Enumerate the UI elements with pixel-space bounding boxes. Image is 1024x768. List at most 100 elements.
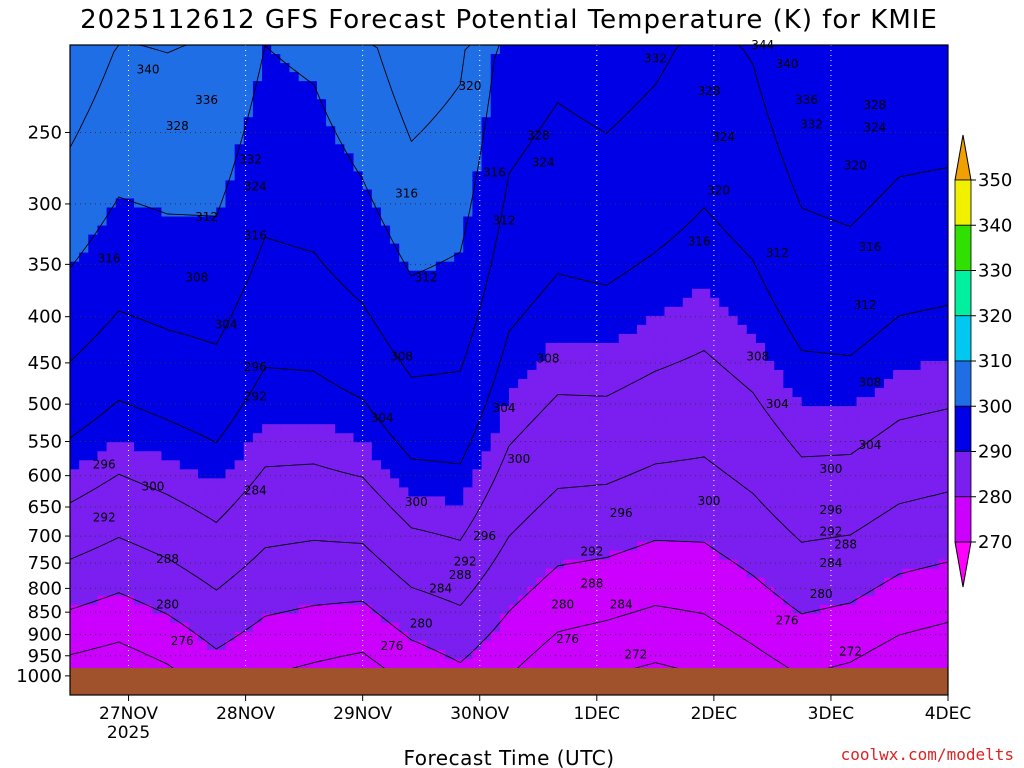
theta-cell [472,496,483,507]
theta-cell [399,568,409,579]
theta-cell [362,261,373,272]
theta-cell [344,658,355,669]
theta-cell [280,108,291,118]
theta-cell [161,333,172,344]
theta-cell [106,550,117,561]
theta-cell [481,442,492,452]
theta-cell [216,595,227,606]
theta-cell [390,532,400,543]
theta-cell [682,595,693,606]
theta-cell [362,568,373,579]
theta-cell [481,379,492,389]
theta-cell [646,99,656,109]
theta-cell [527,261,538,272]
theta-cell [637,469,647,479]
theta-cell [179,306,190,317]
theta-cell [527,324,538,335]
theta-cell [380,54,391,64]
theta-cell [399,279,409,290]
theta-cell [170,306,181,317]
theta-cell [490,595,501,606]
theta-cell [691,117,702,127]
theta-cell [518,622,528,633]
theta-cell [390,397,400,407]
theta-cell [563,351,574,362]
theta-cell [426,568,437,579]
theta-cell [353,415,364,425]
theta-cell [106,351,117,362]
theta-cell [243,406,254,416]
theta-cell [124,144,135,154]
theta-cell [481,424,492,434]
theta-cell [691,342,702,353]
theta-cell [417,478,428,488]
theta-cell [435,370,446,380]
theta-cell [509,577,519,588]
theta-cell [344,144,355,154]
theta-cell [618,496,629,507]
theta-cell [134,406,144,416]
theta-cell [152,415,163,425]
theta-cell [390,90,400,100]
theta-cell [417,216,428,227]
theta-cell [463,559,474,570]
theta-cell [618,351,629,362]
theta-cell [417,90,428,100]
theta-cell [124,153,135,163]
theta-cell [335,433,345,443]
theta-cell [316,370,327,380]
theta-cell [426,595,437,606]
theta-cell [207,342,217,353]
theta-cell [326,162,336,172]
theta-cell [673,243,684,254]
theta-cell [554,135,565,145]
theta-cell [143,397,153,407]
theta-cell [115,433,126,443]
theta-cell [518,514,528,525]
theta-cell [216,252,227,263]
theta-cell [509,424,519,434]
theta-cell [88,469,99,479]
theta-cell [454,523,464,534]
theta-cell [435,279,446,290]
theta-cell [289,189,300,200]
theta-cell [509,379,519,389]
theta-cell [88,54,99,64]
theta-cell [97,144,108,154]
theta-cell [609,487,620,497]
theta-cell [143,388,153,398]
theta-cell [380,631,391,642]
theta-cell [454,478,464,488]
theta-cell [472,370,483,380]
theta-cell [344,108,355,118]
theta-cell [161,649,172,660]
theta-cell [536,126,547,136]
theta-cell [335,45,345,55]
theta-cell [289,595,300,606]
theta-cell [600,252,611,263]
theta-cell [115,342,126,353]
theta-cell [499,189,510,200]
theta-cell [289,252,300,263]
theta-cell [97,613,108,624]
theta-cell [691,54,702,64]
theta-cell [618,99,629,109]
theta-cell [454,631,464,642]
theta-cell [618,171,629,182]
theta-cell [390,388,400,398]
theta-cell [188,649,199,660]
theta-cell [426,225,437,236]
theta-cell [691,270,702,281]
theta-cell [682,424,693,434]
theta-cell [554,370,565,380]
theta-cell [444,45,455,55]
theta-cell [225,45,236,55]
theta-cell [673,99,684,109]
theta-cell [179,270,190,281]
theta-cell [243,171,254,182]
theta-cell [563,613,574,624]
theta-cell [252,144,263,154]
theta-cell [536,162,547,172]
theta-cell [143,63,153,73]
theta-cell [79,604,89,615]
